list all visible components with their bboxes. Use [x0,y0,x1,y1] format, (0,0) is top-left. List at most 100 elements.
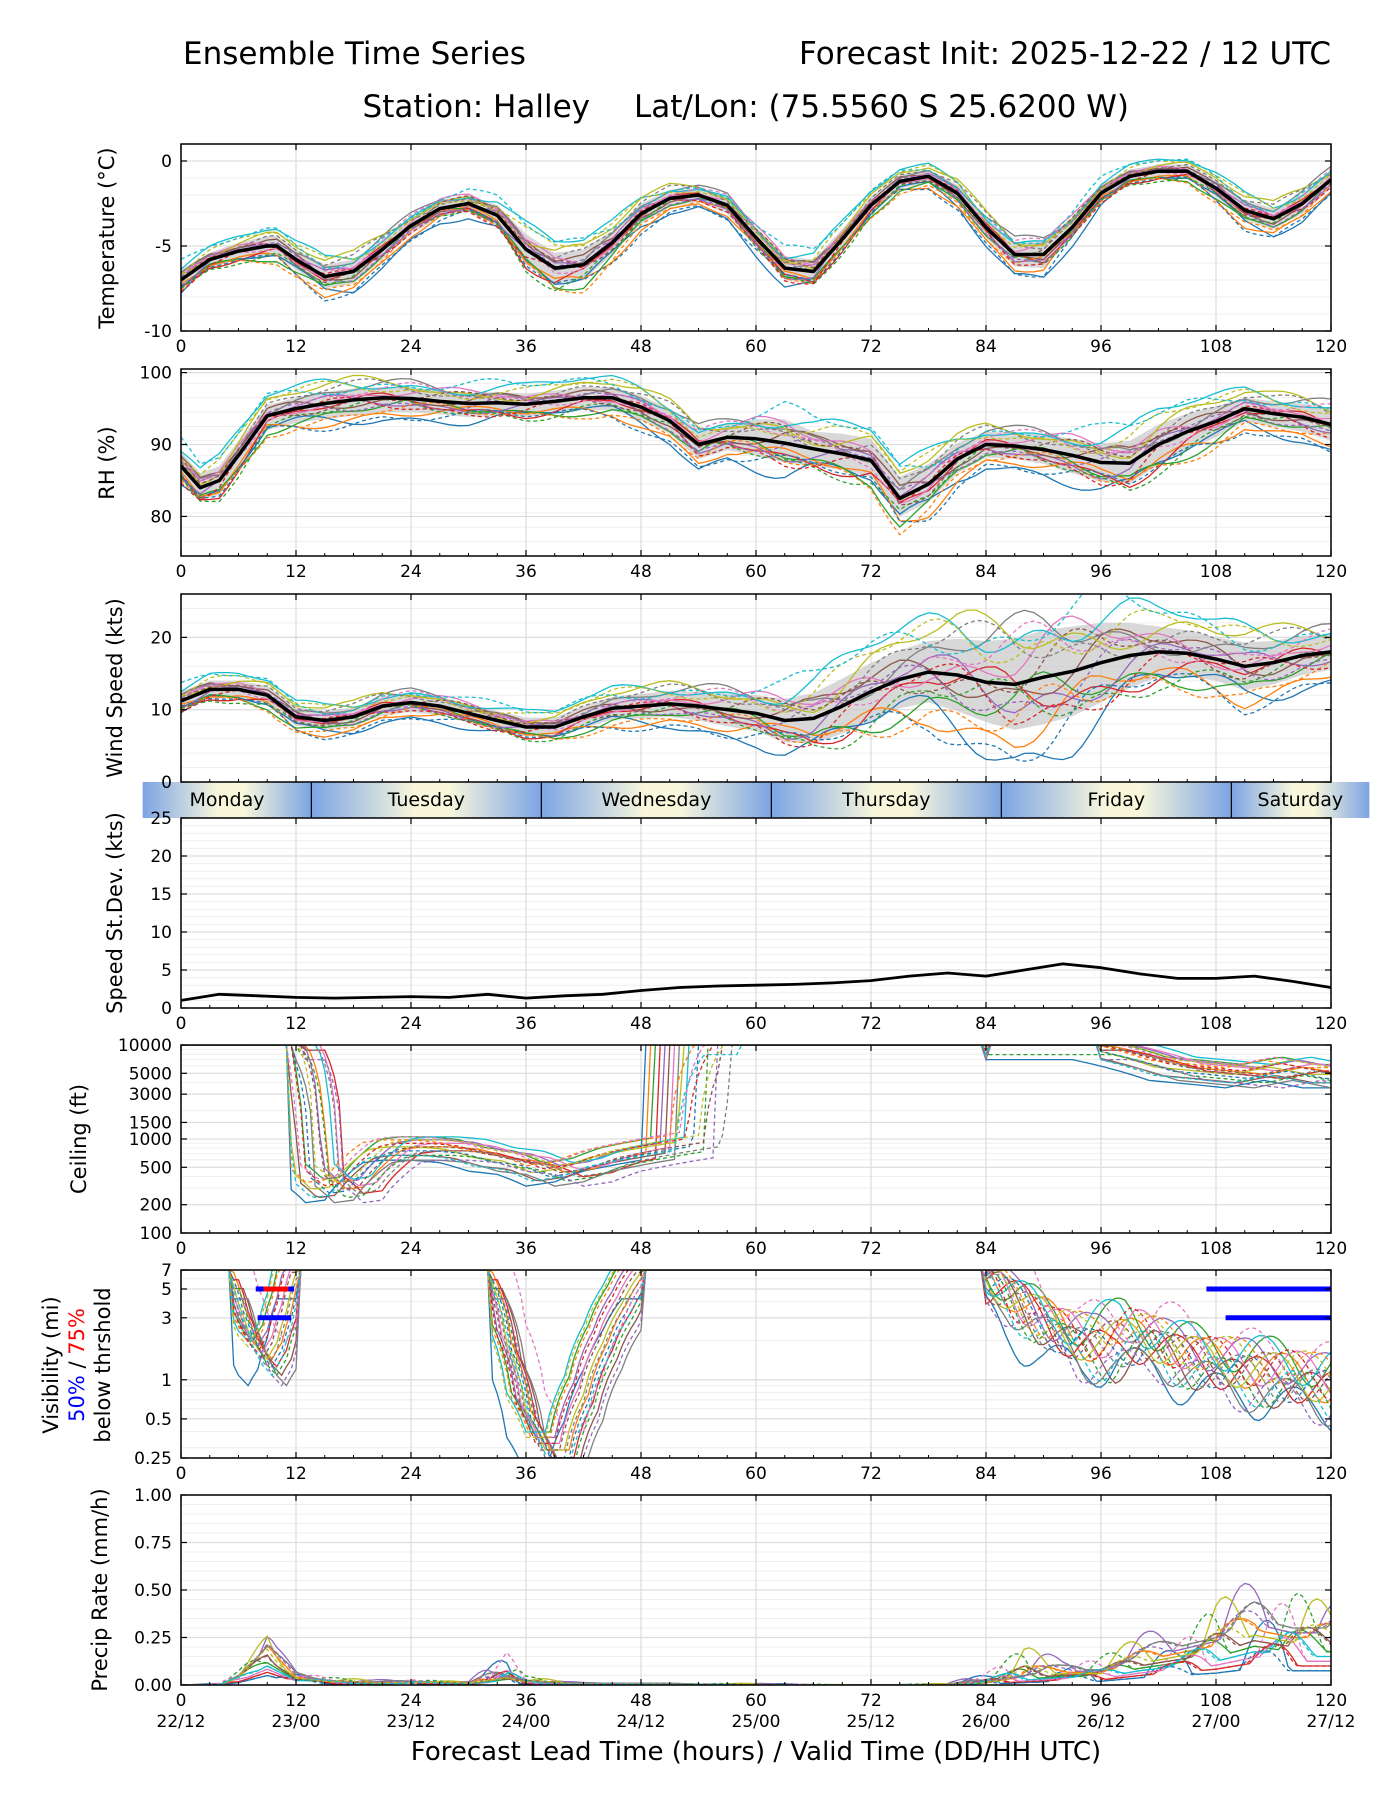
temperature-member-line [181,160,1331,276]
ceiling-xtick-label: 12 [285,1239,307,1259]
stdev-ytick-label: 0 [161,999,172,1019]
ceiling-member-line [181,1045,1331,1184]
visibility-member-line [181,1270,1331,1445]
precip-ytick-label: 0.50 [134,1581,172,1601]
temperature-ytick-label: 0 [161,152,172,172]
ceiling-member-line [181,1045,1331,1187]
stdev-xtick-label: 96 [1090,1014,1112,1034]
stdev-line [181,962,1331,1002]
stdev-ytick-label: 5 [161,961,172,981]
wind-member-line [181,651,1331,748]
visibility-xtick-label: 96 [1090,1464,1112,1484]
rh-ylabel: RH (%) [95,426,119,499]
stdev-data-layer [181,962,1331,1002]
temperature-xtick-label: 36 [515,337,537,357]
rh-xtick-label: 72 [860,562,882,582]
temperature-xtick-label: 84 [975,337,997,357]
rh-member-line [181,376,1331,468]
visibility-xtick-label: 72 [860,1464,882,1484]
rh-member-line [181,397,1331,529]
valid-time-label: 24/12 [617,1712,666,1732]
rh-xtick-label: 84 [975,562,997,582]
rh-member-line [181,408,1331,523]
ceiling-member-line [181,1045,1331,1204]
visibility-ytick-label: 1 [161,1371,172,1391]
valid-time-label: 23/00 [272,1712,321,1732]
precip-panel: Precip Rate (mm/h) 0.00 0.25 0.50 0.75 1.00 0… [88,1486,1356,1732]
rh-member-line [181,386,1331,504]
ceiling-xtick-label: 36 [515,1239,537,1259]
rh-xtick-label: 48 [630,562,652,582]
forecast-init: Forecast Init: 2025-12-22 / 12 UTC [799,36,1331,72]
visibility-member-line [181,1270,1331,1458]
visibility-xtick-label: 84 [975,1464,997,1484]
legend-50pct: 50% [65,1375,89,1422]
rh-mean-line [181,396,1331,501]
wind-member-line [181,597,1331,713]
rh-xtick-label: 24 [400,562,422,582]
rh-member-line [181,405,1331,516]
wind-ytick-label: 20 [150,628,172,648]
precip-xtick-label: 0 [176,1691,187,1711]
temperature-ylabel: Temperature (°C) [95,147,119,329]
station-name: Station: Halley [363,89,590,125]
rh-xtick-label: 0 [176,562,187,582]
ceiling-ytick-label: 3000 [129,1085,172,1105]
visibility-member-line [181,1270,1331,1451]
ceiling-data-layer [181,1045,1331,1204]
valid-time-label: 26/00 [962,1712,1011,1732]
ceiling-xtick-label: 96 [1090,1239,1112,1259]
wind-panel: Wind Speed (kts) 0 10 20 [103,593,1332,793]
temperature-xtick-label: 72 [860,337,882,357]
rh-xtick-label: 12 [285,562,307,582]
visibility-member-line [181,1270,1331,1451]
rh-member-line [181,401,1331,536]
rh-ytick-label: 100 [140,364,172,384]
visibility-xtick-label: 0 [176,1464,187,1484]
valid-time-label: 23/12 [387,1712,436,1732]
visibility-xtick-label: 108 [1200,1464,1232,1484]
valid-time-label: 25/00 [732,1712,781,1732]
precip-member-line [181,1631,1331,1685]
day-band-segment [1001,782,1232,818]
valid-time-label: 25/12 [847,1712,896,1732]
temperature-member-line [181,158,1331,270]
ceiling-ytick-label: 1000 [129,1130,172,1150]
visibility-member-line [181,1270,1331,1433]
precip-xtick-label: 36 [515,1691,537,1711]
precip-xtick-label: 120 [1315,1691,1347,1711]
valid-time-label: 27/00 [1192,1712,1241,1732]
visibility-member-line [181,1270,1331,1458]
stdev-xtick-label: 24 [400,1014,422,1034]
wind-ytick-label: 0 [161,773,172,793]
wind-ytick-label: 10 [150,701,172,721]
ceiling-xtick-label: 24 [400,1239,422,1259]
stdev-ytick-label: 10 [150,923,172,943]
temperature-mean-line [181,169,1331,282]
stdev-xtick-label: 0 [176,1014,187,1034]
day-band-segment [142,782,312,818]
rh-xtick-label: 120 [1315,562,1347,582]
visibility-member-line [181,1270,1331,1458]
wind-member-line [181,615,1331,723]
temperature-panel: Temperature (°C) 0-5-100 12 24 36 48 60 72 84 96… [95,143,1347,357]
day-band-label: Friday [1088,789,1146,811]
wind-grid [180,593,1332,783]
day-band-segment [311,782,542,818]
wind-member-line [181,619,1331,729]
rh-ytick-label: 90 [150,436,172,456]
visibility-ytick-label: 5 [161,1280,172,1300]
wind-member-line [181,620,1331,731]
visibility-ytick-label: 7 [161,1261,172,1281]
rh-data-layer [181,374,1331,536]
precip-xtick-label: 60 [745,1691,767,1711]
precip-ytick-label: 1.00 [134,1486,172,1506]
visibility-ytick-label: 0.25 [134,1449,172,1469]
rh-panel: RH (%) 80 90 100 0 12 24 36 48 60 72 84 96 108 120 [95,364,1347,582]
precip-member-line [181,1624,1331,1685]
ceiling-ytick-label: 100 [140,1224,172,1244]
stdev-xtick-label: 108 [1200,1014,1232,1034]
visibility-member-line [181,1270,1331,1451]
ceiling-member-line [181,1045,1331,1194]
